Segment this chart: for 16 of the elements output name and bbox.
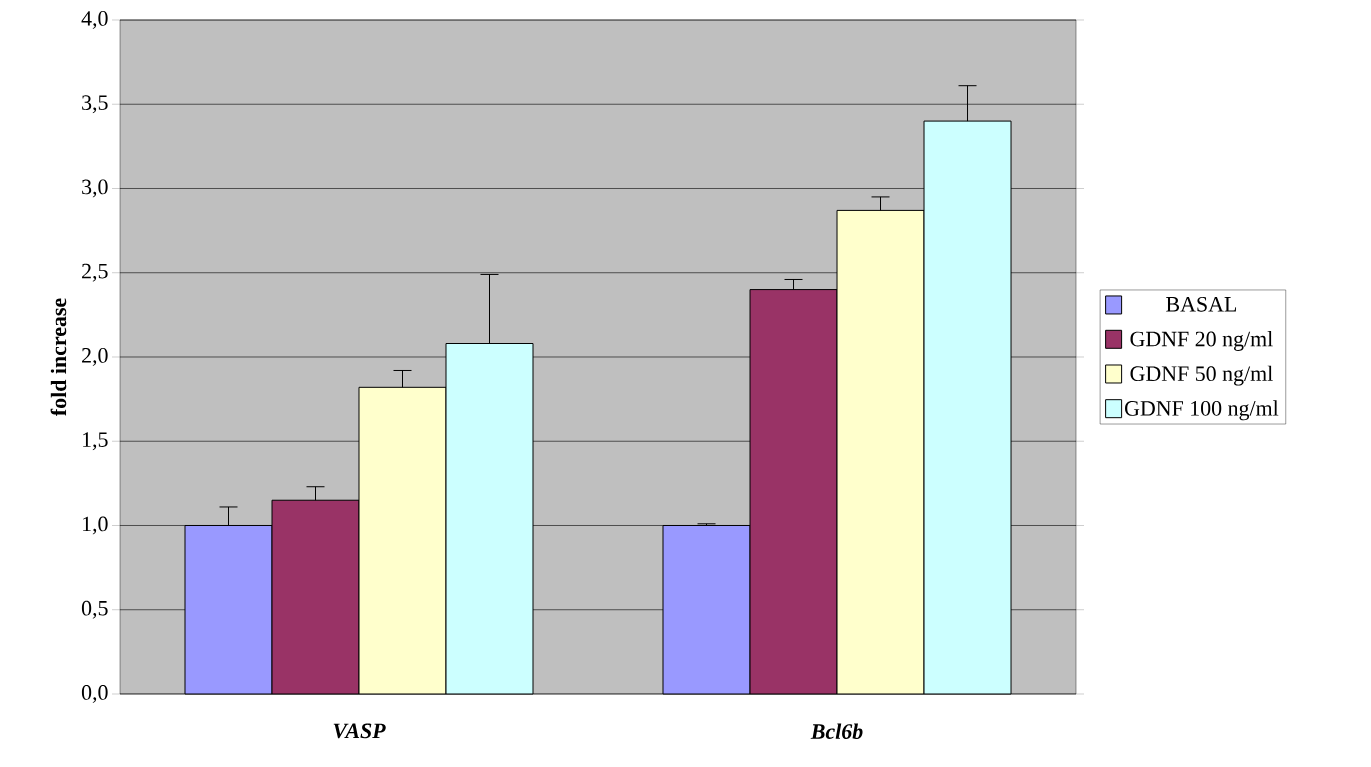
y-tick-label: 4,0 (81, 11, 108, 29)
x-tick-label: VASP (333, 723, 386, 739)
legend-label: GDNF 50 ng/ml (1130, 365, 1273, 386)
y-tick-label: 1,0 (83, 516, 108, 535)
x-tick-label: Bcl6b (810, 723, 863, 739)
y-tick-label: 2,5 (82, 263, 108, 282)
y-tick-label: 0,0 (81, 685, 108, 703)
y-tick-label: 3,5 (82, 95, 108, 114)
legend-label: BASAL (1166, 296, 1237, 312)
y-axis-title: fold increase (50, 298, 67, 416)
legend-label: GDNF 100 ng/ml (1125, 400, 1279, 421)
legend-label: GDNF 20 ng/ml (1130, 330, 1273, 351)
y-tick-label: 0,5 (81, 600, 108, 619)
y-tick-label: 1,5 (83, 432, 108, 451)
y-tick-label: 3,0 (82, 179, 108, 198)
y-tick-label: 2,0 (82, 348, 108, 366)
